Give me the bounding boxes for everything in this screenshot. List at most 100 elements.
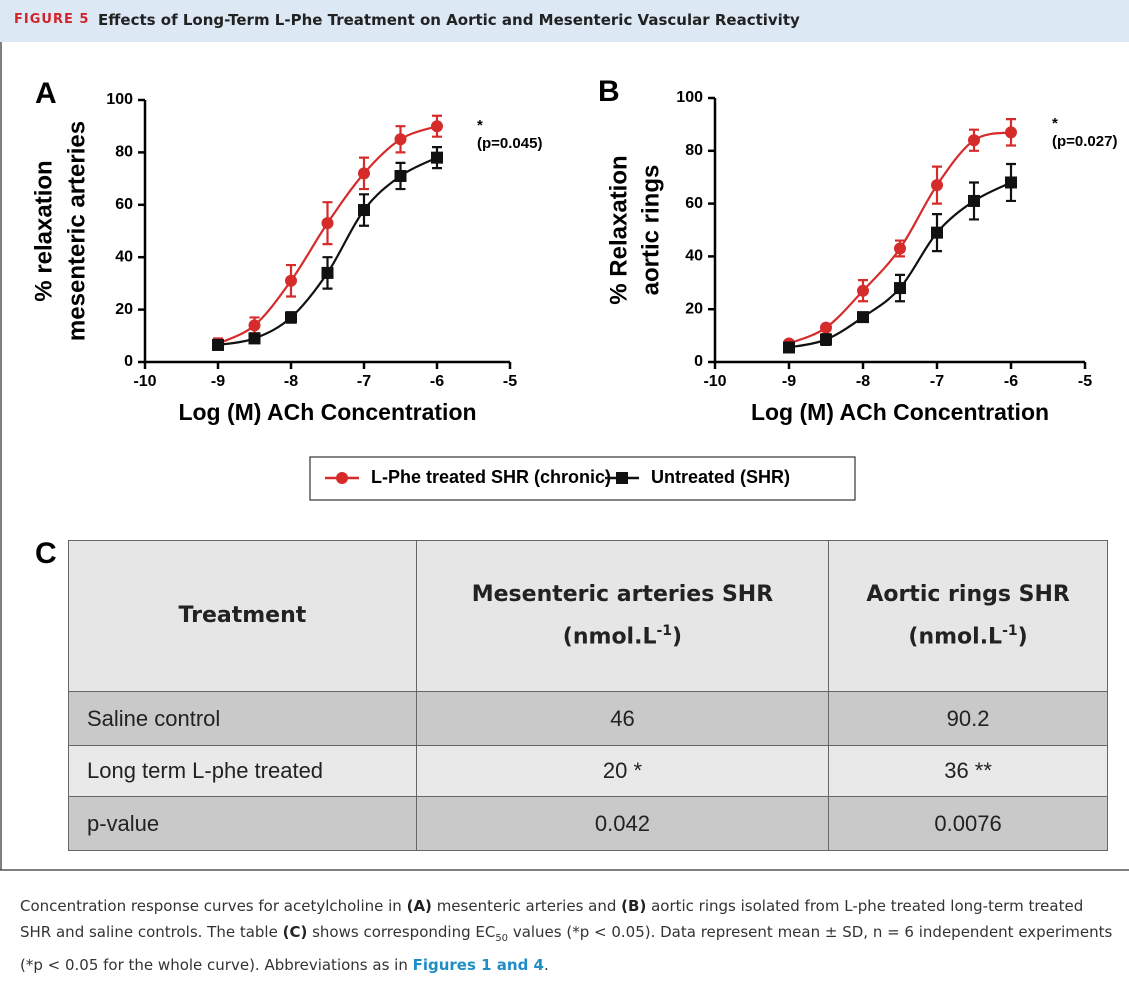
caption-text: shows corresponding EC [307, 923, 496, 941]
ec50-table: Treatment Mesenteric arteries SHR (nmol.L… [68, 540, 1108, 851]
point [820, 321, 832, 334]
point [321, 266, 334, 279]
y-tick-label: 60 [685, 195, 703, 212]
annotation: * [477, 117, 483, 134]
caption-ref: (B) [621, 897, 647, 915]
point [894, 242, 906, 255]
header-cell: Aortic rings SHR (nmol.L-1) [828, 540, 1108, 692]
y-tick-label: 20 [685, 300, 703, 317]
y-tick-label: 40 [685, 248, 703, 265]
panel-letter: A [35, 77, 57, 110]
figure-header: FIGURE 5 Effects of Long-Term L-Phe Trea… [0, 0, 1129, 42]
header-unit: ) [672, 624, 683, 650]
caption-text: aortic rings isolated from L-phe treated… [20, 897, 1084, 941]
point [820, 333, 832, 346]
point [431, 151, 443, 164]
legend-marker [616, 472, 628, 484]
header-text: Mesenteric arteries SHR [471, 581, 774, 607]
y-axis-label: % relaxation [30, 160, 57, 301]
point [248, 332, 261, 345]
legend-label: L-Phe treated SHR (chronic) [371, 467, 611, 487]
x-tick-label: -9 [782, 373, 796, 390]
point [857, 284, 869, 297]
header-unit: -1 [1002, 622, 1018, 639]
annotation: * [1052, 115, 1058, 132]
cell: 0.042 [415, 796, 830, 851]
point [1005, 176, 1017, 189]
point [894, 282, 906, 295]
cell: 36 ** [828, 745, 1108, 797]
y-tick-label: 40 [115, 248, 133, 265]
figure-title: Effects of Long-Term L-Phe Treatment on … [98, 11, 800, 29]
header-unit: -1 [656, 622, 673, 639]
table-row: Saline control 46 90.2 [68, 691, 1108, 746]
header-unit: ) [1017, 624, 1028, 650]
panel-letter: C [35, 537, 57, 570]
y-tick-label: 100 [676, 89, 703, 106]
y-tick-label: 80 [685, 142, 703, 159]
point [394, 133, 407, 146]
y-tick-label: 60 [115, 196, 133, 213]
header-cell: Mesenteric arteries SHR (nmol.L-1) [415, 540, 830, 692]
x-tick-label: -8 [284, 373, 298, 390]
point [212, 338, 224, 351]
point [931, 226, 943, 239]
point [358, 167, 370, 180]
x-tick-label: -5 [503, 373, 517, 390]
table-row: Long term L-phe treated 20 * 36 ** [68, 745, 1108, 797]
legend-box [309, 456, 856, 501]
caption-ref: (A) [406, 897, 432, 915]
x-axis-label: Log (M) ACh Concentration [178, 399, 476, 425]
figure-panels: C A % relaxation mesenteric arteries Log (M… [0, 42, 1129, 871]
annotation: (p=0.045) [477, 135, 542, 152]
annotation: (p=0.027) [1052, 133, 1117, 150]
y-axis-label: % Relaxation [605, 155, 632, 304]
cell: 90.2 [828, 691, 1108, 746]
figure-label: FIGURE 5 [14, 12, 90, 27]
x-tick-label: -10 [703, 373, 726, 390]
caption-subscript: 50 [495, 933, 509, 944]
curve [788, 131, 1012, 345]
point [857, 311, 869, 324]
x-axis-label: Log (M) ACh Concentration [751, 399, 1049, 425]
legend-label: Untreated (SHR) [651, 467, 790, 487]
table-header: Treatment Mesenteric arteries SHR (nmol.L… [68, 540, 1108, 692]
x-tick-label: -6 [1004, 373, 1018, 390]
header-text: Aortic rings SHR [866, 581, 1070, 607]
cell: 0.0076 [828, 796, 1108, 851]
point [431, 120, 443, 133]
y-tick-label: 80 [115, 144, 133, 161]
figure-link[interactable]: Figures 1 and 4 [412, 956, 544, 974]
point [968, 134, 980, 147]
header-unit: (nmol.L [908, 624, 1003, 650]
cell: 20 * [415, 745, 830, 797]
x-tick-label: -6 [430, 373, 444, 390]
x-tick-label: -8 [856, 373, 870, 390]
cell: Long term L-phe treated [68, 745, 417, 797]
y-tick-label: 100 [106, 91, 133, 108]
point [248, 319, 261, 332]
cell: p-value [68, 796, 417, 851]
point [1005, 126, 1017, 139]
x-tick-label: -5 [1078, 373, 1092, 390]
x-tick-label: -7 [357, 373, 371, 390]
point [321, 217, 334, 230]
y-tick-label: 0 [124, 353, 133, 370]
caption: Concentration response curves for acetyl… [20, 893, 1115, 978]
caption-text: . [543, 956, 549, 974]
point [358, 204, 370, 217]
caption-text: Concentration response curves for acetyl… [20, 897, 407, 915]
point [394, 169, 407, 182]
header-unit: (nmol.L [562, 624, 657, 650]
header-cell: Treatment [68, 540, 417, 692]
y-axis-label: mesenteric arteries [63, 121, 90, 341]
point [931, 179, 943, 192]
point [783, 341, 795, 354]
curve [788, 181, 1012, 349]
panel-letter: B [598, 75, 620, 108]
caption-text: values (*p < 0.05). Data represent mean … [20, 923, 1113, 974]
y-axis-label: aortic rings [637, 165, 664, 296]
y-tick-label: 0 [694, 353, 703, 370]
point [285, 274, 297, 287]
